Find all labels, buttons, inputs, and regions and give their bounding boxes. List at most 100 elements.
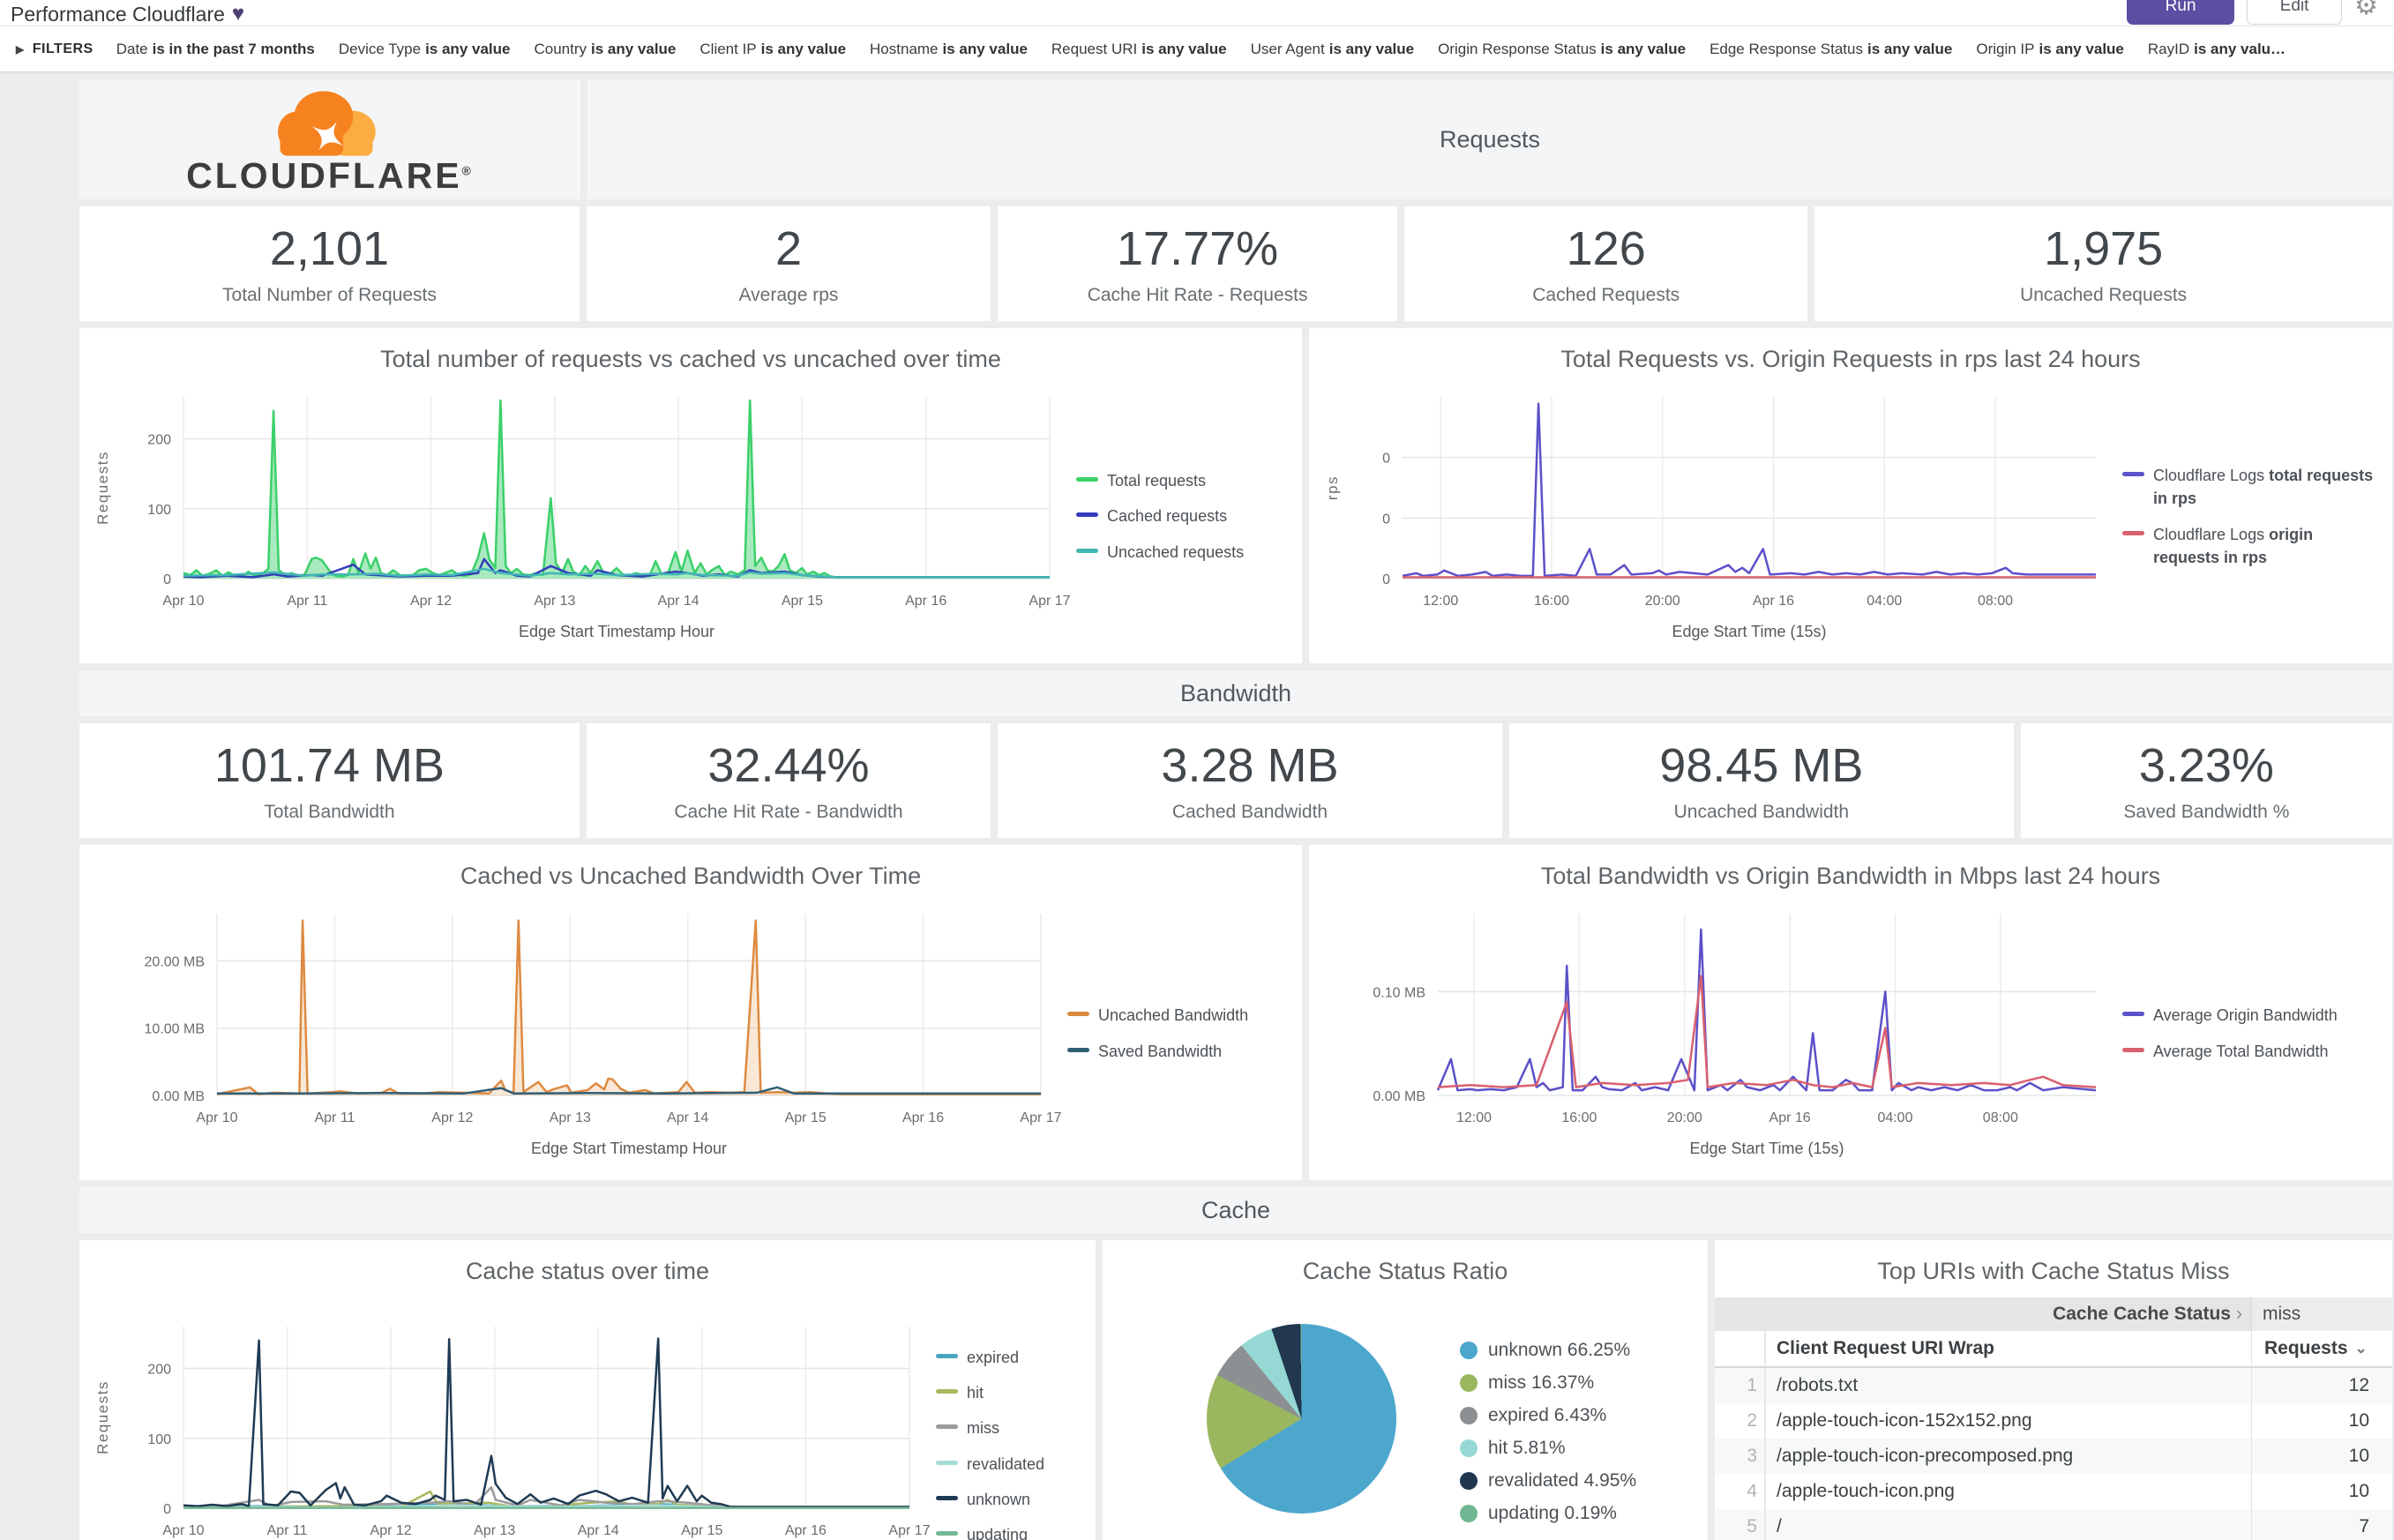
svg-text:Apr 10: Apr 10 [196, 1110, 237, 1125]
svg-text:Apr 16: Apr 16 [1753, 594, 1794, 609]
pie-legend-dot [1460, 1505, 1478, 1522]
filter-condition: is any value [1328, 40, 1415, 57]
requests-cell[interactable]: 10 [2251, 1403, 2392, 1439]
pie-legend-label: unknown 66.25% [1488, 1340, 1631, 1360]
table-row[interactable]: 2/apple-touch-icon-152x152.png 10 [1715, 1403, 2392, 1439]
gear-icon[interactable]: ⚙ [2354, 0, 2378, 20]
legend-total-requests-in-rps[interactable]: Cloudflare Logs total requests in rps [2122, 464, 2375, 510]
pie-legend-expired[interactable]: expired 6.43% [1460, 1405, 1636, 1426]
filter-edge-response-status[interactable]: Edge Response Status is any value [1709, 41, 1952, 58]
bandwidth-over-time-legend: Uncached Bandwidth Saved Bandwidth [1067, 1004, 1297, 1062]
requests-column-header[interactable]: Requests ⌄ [2251, 1331, 2392, 1366]
pivot-header[interactable]: Cache Cache Status › [2053, 1304, 2242, 1324]
heart-icon: ♥ [231, 2, 245, 26]
cache-status-pie [1207, 1324, 1396, 1514]
legend-saved-bandwidth[interactable]: Saved Bandwidth [1067, 1040, 1284, 1063]
filter-origin-response-status[interactable]: Origin Response Status is any value [1438, 41, 1686, 58]
pie-legend-revalidated[interactable]: revalidated 4.95% [1460, 1470, 1636, 1491]
kpi-average-rps: 2 Average rps [586, 206, 991, 321]
filter-hostname[interactable]: Hostname is any value [870, 41, 1028, 58]
legend-hit[interactable]: hit [936, 1381, 1078, 1404]
uri-cell[interactable]: / [1777, 1516, 1782, 1536]
filter-field: Request URI [1051, 40, 1138, 57]
filters-toggle[interactable]: ▶ FILTERS [16, 41, 94, 57]
legend-swatch [936, 1354, 958, 1359]
legend-swatch [2122, 530, 2144, 535]
pie-legend-hit[interactable]: hit 5.81% [1460, 1438, 1636, 1459]
legend-average-total-bandwidth[interactable]: Average Total Bandwidth [2122, 1040, 2375, 1063]
filter-date[interactable]: Date is in the past 7 months [116, 41, 315, 58]
section-title-cache: Cache [1201, 1196, 1271, 1223]
legend-origin-requests-in-rps[interactable]: Cloudflare Logs origin requests in rps [2122, 523, 2375, 569]
legend-updating[interactable]: updating [936, 1523, 1078, 1540]
legend-average-origin-bandwidth[interactable]: Average Origin Bandwidth [2122, 1004, 2375, 1027]
filter-device-type[interactable]: Device Type is any value [339, 41, 511, 58]
table-title: Top URIs with Cache Status Miss [1877, 1258, 2230, 1284]
requests-cell[interactable]: 7 [2251, 1509, 2392, 1540]
row-number-header [1715, 1331, 1766, 1366]
kpi-saved-bandwidth: 3.23% Saved Bandwidth % [2020, 723, 2392, 838]
legend-swatch [936, 1530, 958, 1536]
legend-label: Total requests [1107, 472, 1207, 490]
legend-revalidated[interactable]: revalidated [936, 1453, 1078, 1476]
legend-swatch [2122, 1047, 2144, 1052]
svg-text:12:00: 12:00 [1456, 1110, 1492, 1125]
filter-origin-ip[interactable]: Origin IP is any value [1976, 41, 2124, 58]
pie-legend-dot [1460, 1439, 1478, 1457]
legend-uncached-requests[interactable]: Uncached requests [1076, 541, 1284, 564]
uri-cell[interactable]: /apple-touch-icon-152x152.png [1777, 1410, 2032, 1431]
table-row[interactable]: 1/robots.txt 12 [1715, 1368, 2392, 1403]
pie-legend-dot [1460, 1374, 1478, 1392]
uri-cell[interactable]: /robots.txt [1777, 1375, 1859, 1395]
edit-button[interactable]: Edit [2247, 0, 2343, 25]
pie-legend-unknown[interactable]: unknown 66.25% [1460, 1340, 1636, 1361]
legend-uncached-bandwidth[interactable]: Uncached Bandwidth [1067, 1004, 1284, 1027]
uri-cell[interactable]: /apple-touch-icon.png [1777, 1481, 1955, 1501]
requests-rps-24h-chart: 0 0 0 12:00 16:00 20:00 Apr 16 04:00 08:00 rps Edg… [1324, 396, 2096, 640]
pie-legend-miss[interactable]: miss 16.37% [1460, 1372, 1636, 1394]
legend-total-requests[interactable]: Total requests [1076, 469, 1284, 492]
svg-text:0.00 MB: 0.00 MB [1373, 1089, 1425, 1104]
table-row[interactable]: 4/apple-touch-icon.png 10 [1715, 1474, 2392, 1509]
legend-miss[interactable]: miss [936, 1417, 1078, 1439]
filter-user-agent[interactable]: User Agent is any value [1251, 41, 1415, 58]
run-button[interactable]: Run [2127, 0, 2235, 25]
svg-text:100: 100 [147, 502, 171, 517]
filter-country[interactable]: Country is any value [534, 41, 676, 58]
table-row[interactable]: 5 / 7 [1715, 1509, 2392, 1540]
svg-text:Apr 14: Apr 14 [578, 1523, 619, 1538]
filter-request-uri[interactable]: Request URI is any value [1051, 41, 1227, 58]
table-row[interactable]: 3/apple-touch-icon-precomposed.png 10 [1715, 1439, 2392, 1474]
requests-cell[interactable]: 10 [2251, 1439, 2392, 1474]
row-number: 3 [1715, 1439, 1766, 1474]
legend-label: revalidated [967, 1454, 1045, 1473]
uri-cell[interactable]: /apple-touch-icon-precomposed.png [1777, 1446, 2074, 1466]
svg-text:Apr 14: Apr 14 [667, 1110, 708, 1125]
uri-column-header[interactable]: Client Request URI Wrap [1777, 1338, 1994, 1358]
pivot-value-miss[interactable]: miss [2251, 1297, 2392, 1331]
filter-field: User Agent [1250, 40, 1325, 57]
svg-text:20.00 MB: 20.00 MB [145, 954, 205, 969]
top-uris-table: Cache Cache Status › miss Client Request … [1715, 1297, 2392, 1540]
requests-cell[interactable]: 12 [2251, 1368, 2392, 1403]
kpi-total-bandwidth: 101.74 MB Total Bandwidth [79, 723, 580, 838]
section-requests: Requests [587, 79, 2392, 199]
legend-cached-requests[interactable]: Cached requests [1076, 505, 1284, 527]
expand-triangle-icon: ▶ [16, 42, 25, 56]
filter-condition: is any value [425, 40, 511, 57]
legend-unknown[interactable]: unknown [936, 1488, 1078, 1511]
requests-cell[interactable]: 10 [2251, 1474, 2392, 1509]
bandwidth-over-time-plot: 0.00 MB 10.00 MB 20.00 MB Apr 10 Apr 11 Apr 1… [85, 901, 1067, 1166]
pie-legend-updating[interactable]: updating 0.19% [1460, 1503, 1636, 1524]
legend-expired[interactable]: expired [936, 1346, 1078, 1369]
filter-condition: is any value [1867, 40, 1953, 57]
panel-bandwidth-mbps: Total Bandwidth vs Origin Bandwidth in M… [1309, 845, 2392, 1180]
filter-rayid[interactable]: RayID is any valu… [2148, 41, 2286, 58]
filter-client-ip[interactable]: Client IP is any value [699, 41, 846, 58]
filter-condition: is any valu… [2194, 40, 2286, 57]
svg-text:20:00: 20:00 [1667, 1110, 1702, 1125]
svg-text:10.00 MB: 10.00 MB [145, 1021, 205, 1036]
cloudflare-wordmark: CLOUDFLARE® [186, 154, 474, 196]
panel-cache-status-ratio: Cache Status Ratio unknown 66.25% miss 16… [1103, 1240, 1708, 1540]
filter-field: Device Type [338, 40, 422, 57]
